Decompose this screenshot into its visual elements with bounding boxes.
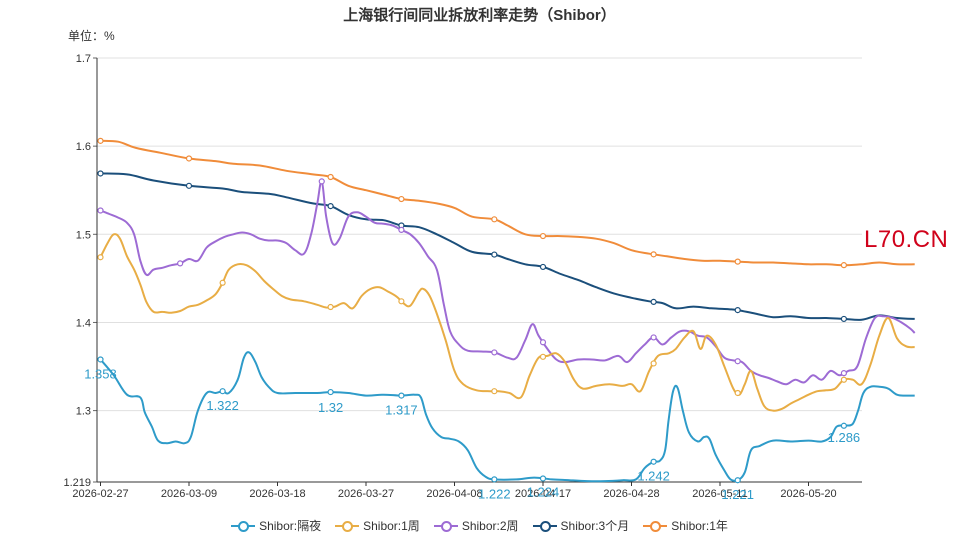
data-point [398,298,405,305]
legend-item[interactable]: Shibor:1年 [643,517,728,534]
legend-swatch-icon [433,520,458,532]
legend-swatch-icon [532,520,557,532]
data-point [97,254,104,261]
data-point [491,251,498,258]
legend-item[interactable]: Shibor:2周 [433,517,519,534]
data-point [734,358,741,365]
data-point [185,182,193,189]
legend: Shibor:隔夜 Shibor:1周 Shibor:2周 Shibor:3个月 Shi… [0,517,959,534]
data-point [539,339,547,346]
data-label: 1.32 [318,400,343,415]
y-tick-label: 1.219 [63,477,91,489]
series-line [100,180,916,386]
data-point [539,353,547,360]
y-tick-label: 1.7 [76,53,91,65]
y-tick-label: 1.5 [76,229,91,241]
x-tick-label: 2026-03-18 [249,488,305,500]
data-point [97,356,104,363]
data-label: 1.286 [828,430,861,445]
data-point [539,232,547,240]
x-tick-label: 2026-05-11 [692,488,747,500]
data-point [539,475,547,482]
data-point [318,178,325,185]
data-point [491,476,498,483]
data-point [398,195,405,203]
legend-swatch-icon [335,520,360,532]
y-tick-label: 1.4 [76,317,91,329]
data-label: 1.242 [637,469,670,484]
data-point [650,458,657,465]
data-point [327,388,334,396]
data-point [327,303,334,311]
data-point [491,388,498,395]
data-label: 1.322 [206,398,239,413]
data-point [97,207,104,214]
legend-swatch-icon [231,520,256,532]
data-point [650,334,657,341]
x-tick-label: 2026-03-09 [161,488,217,500]
data-point [734,477,741,484]
y-tick-label: 1.3 [76,406,91,418]
legend-label: Shibor:1年 [671,519,728,533]
data-point [734,307,741,314]
unit-label: 单位：% [68,29,115,43]
legend-item[interactable]: Shibor:隔夜 [231,517,321,534]
chart-title: 上海银行间同业拆放利率走势（Shibor） [343,7,616,24]
data-point [97,137,104,144]
data-point [327,202,334,210]
legend-label: Shibor:隔夜 [259,519,322,533]
data-point [650,298,657,305]
data-point [219,388,226,395]
x-tick-label: 2026-04-08 [426,488,482,500]
data-point [650,360,657,367]
data-point [650,251,657,258]
data-point [185,155,193,162]
x-tick-label: 2026-04-17 [515,488,571,500]
x-tick-label: 2026-05-20 [780,488,836,500]
data-point [734,389,741,397]
data-label: 1.221 [721,487,754,502]
data-point [840,370,848,377]
series-line [100,139,915,267]
data-point [491,349,498,356]
data-point [840,422,848,429]
series-line [99,351,915,483]
data-label: 1.358 [84,366,117,381]
x-tick-label: 2026-04-28 [603,488,659,500]
legend-label: Shibor:2周 [461,519,519,533]
data-point [327,173,334,181]
watermark-text: L70.CN [864,226,949,253]
data-point [398,392,405,399]
data-point [177,260,184,267]
legend-item[interactable]: Shibor:3个月 [532,517,630,534]
data-point [491,216,498,223]
x-tick-label: 2026-03-27 [338,488,394,500]
data-point [840,262,848,269]
data-point [539,263,547,271]
x-tick-label: 2026-02-27 [72,488,128,500]
series-line [100,172,915,321]
data-label: 1.224 [527,485,560,500]
legend-label: Shibor:1周 [363,519,420,533]
data-point [840,376,848,383]
data-point [97,170,104,177]
series-line [99,233,915,412]
data-point [219,279,226,286]
data-label: 1.317 [385,403,418,418]
data-point [840,315,848,323]
data-point [398,226,405,233]
y-tick-label: 1.6 [76,141,91,153]
legend-label: Shibor:3个月 [560,519,630,533]
data-label: 1.222 [478,486,511,501]
legend-item[interactable]: Shibor:1周 [335,517,420,534]
legend-swatch-icon [643,520,668,532]
data-point [734,258,741,265]
